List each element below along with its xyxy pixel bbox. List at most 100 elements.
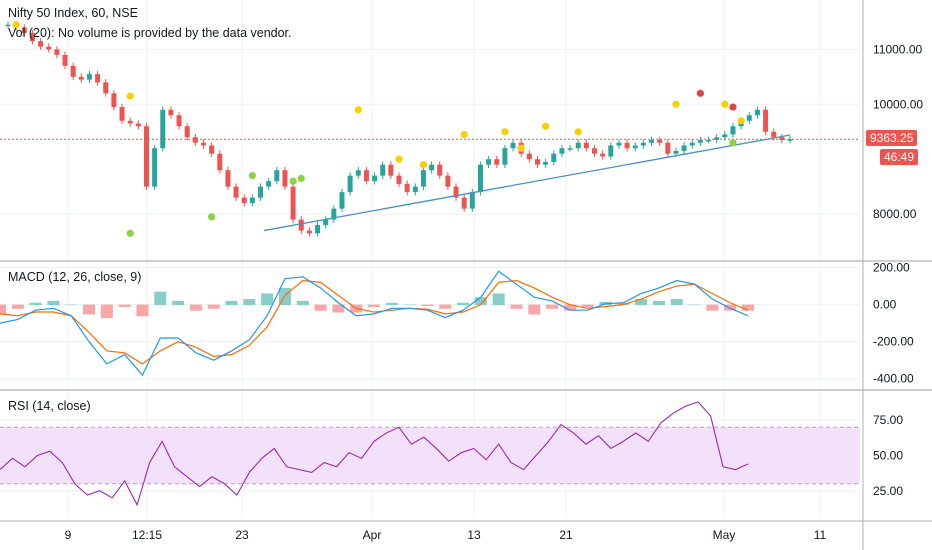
candle-body-43: [355, 170, 361, 176]
candle-body-89: [730, 126, 736, 135]
xtick-2: 23: [235, 528, 249, 542]
candle-body-30: [249, 197, 255, 204]
candle-body-85: [697, 139, 703, 143]
macd-hist-bar-21: [368, 304, 380, 307]
candle-body-77: [632, 145, 638, 149]
candle-body-71: [583, 142, 589, 149]
macd-hist-bar-17: [296, 300, 309, 306]
candle-body-13: [111, 93, 117, 108]
rsi-line: [0, 401, 749, 507]
marker-yellow-3: [395, 155, 403, 163]
trendline[interactable]: [263, 134, 791, 232]
macd-hist-bar-33: [581, 304, 594, 307]
macd-hist-bar-37: [652, 300, 665, 306]
candle-body-6: [54, 49, 60, 55]
candle-body-72: [592, 148, 597, 154]
marker-green-3: [289, 177, 297, 185]
candle-body-28: [233, 186, 239, 198]
xtick-7: 11: [814, 528, 827, 542]
candle-body-84: [689, 142, 695, 146]
candle-body-3: [29, 32, 35, 42]
rsi-ytick-2: 25.00: [873, 484, 903, 498]
marker-yellow-2: [354, 106, 362, 114]
candle-body-91: [746, 115, 752, 121]
macd-hist-bar-4: [65, 304, 78, 306]
candle-body-73: [600, 153, 606, 157]
marker-yellow-10: [672, 100, 680, 108]
candle-body-69: [567, 148, 573, 150]
candle-body-38: [315, 225, 321, 234]
candle-body-45: [372, 175, 378, 182]
macd-hist-bar-9: [154, 291, 167, 306]
macd-title: MACD (12, 26, close, 9): [8, 270, 142, 284]
macd-hist-bar-0: [0, 304, 6, 315]
marker-yellow-1: [126, 92, 134, 100]
signal-markers: [12, 21, 745, 237]
candle-body-14: [119, 107, 125, 121]
candle-body-39: [323, 219, 329, 226]
candle-body-5: [46, 46, 52, 50]
time-axis-ticks: 9 12:15 23 Apr 13 21 May 11: [65, 528, 827, 542]
macd-hist-bar-39: [688, 304, 701, 306]
main-ytick-1: 10000.00: [873, 97, 923, 111]
candle-body-80: [657, 139, 663, 143]
candle-body-48: [396, 175, 402, 184]
candles: [5, 21, 793, 237]
candle-body-29: [241, 197, 247, 204]
macd-ytick-2: -200.00: [873, 335, 914, 349]
candle-body-24: [201, 142, 206, 146]
last-price-tag: 9363.25: [866, 130, 918, 146]
macd-hist-bar-23: [403, 304, 416, 306]
candle-body-35: [290, 186, 296, 220]
candle-body-42: [347, 175, 353, 193]
macd-ytick-0: 200.00: [873, 261, 910, 275]
macd-hist-bar-40: [706, 304, 719, 311]
macd-hist-bar-26: [457, 302, 470, 306]
rsi-band: [0, 427, 860, 484]
marker-red-1: [729, 103, 737, 111]
marker-yellow-0: [12, 21, 20, 29]
candle-body-46: [380, 164, 386, 176]
candle-body-12: [103, 82, 109, 94]
macd-hist-bar-12: [207, 304, 220, 309]
macd-signal-line: [0, 279, 749, 365]
candle-body-87: [714, 137, 720, 140]
candle-body-34: [282, 170, 288, 187]
candle-body-95: [779, 137, 785, 140]
macd-hist-bar-7: [118, 304, 131, 307]
candle-body-86: [706, 139, 712, 142]
candle-body-64: [526, 153, 532, 160]
candle-body-68: [559, 148, 565, 154]
macd-hist-bar-10: [172, 300, 185, 306]
xtick-6: May: [713, 528, 736, 542]
macd-hist-bar-15: [261, 293, 274, 306]
marker-yellow-5: [460, 130, 468, 139]
marker-yellow-6: [501, 128, 509, 136]
macd-hist-bar-18: [314, 304, 327, 311]
candle-body-37: [306, 230, 312, 234]
macd-hist-bar-41: [724, 304, 737, 311]
candle-body-20: [168, 109, 174, 116]
candle-body-92: [754, 109, 760, 116]
candle-body-54: [445, 175, 451, 187]
marker-red-0: [696, 89, 704, 97]
macd-hist-bar-8: [136, 304, 149, 317]
candle-body-4: [38, 41, 44, 47]
marker-yellow-11: [721, 100, 729, 108]
macd-hist-bar-31: [546, 304, 559, 309]
macd-hist-bar-13: [225, 300, 238, 306]
candle-body-51: [420, 170, 426, 187]
candle-body-88: [722, 134, 728, 138]
candle-body-7: [62, 54, 68, 66]
macd-hist-bar-30: [528, 304, 541, 315]
candle-body-60: [494, 159, 500, 165]
candle-body-50: [412, 186, 418, 193]
candle-body-0: [5, 24, 11, 27]
candle-body-82: [673, 150, 679, 154]
main-ytick-0: 11000.00: [873, 42, 922, 56]
candle-body-41: [339, 192, 345, 209]
candle-body-18: [152, 148, 158, 187]
marker-green-5: [729, 139, 737, 147]
macd-hist-bar-22: [385, 302, 398, 306]
